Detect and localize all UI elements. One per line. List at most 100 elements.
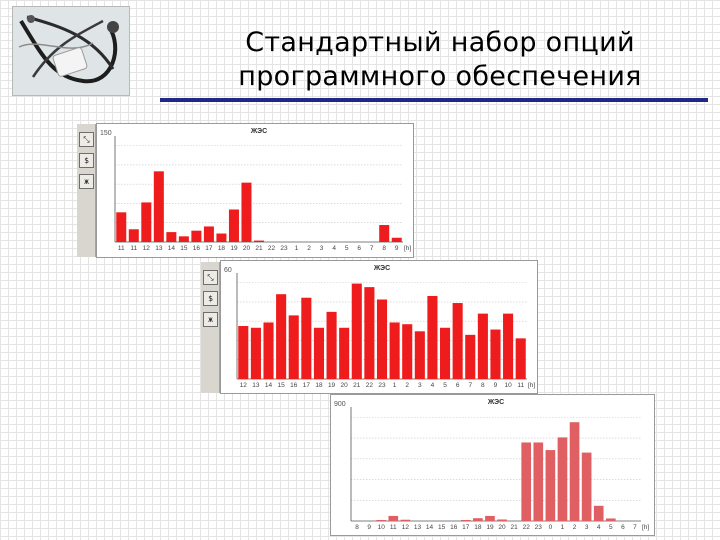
x-tick-label: 7	[468, 382, 472, 389]
chart-1-panel: 150 ЖЭС 11 11 12 13 14 15 16 17 18 19 20 21 22 23 1 2 3 4 5 6…	[96, 123, 414, 258]
x-tick-label: 16	[193, 245, 201, 252]
x-tick-label: 13	[252, 382, 260, 389]
bar	[166, 232, 177, 242]
bar	[515, 338, 526, 379]
sigma-icon[interactable]: $	[203, 291, 218, 306]
bar	[490, 329, 501, 379]
bar	[477, 313, 488, 379]
x-tick-label: 15	[180, 245, 188, 252]
x-tick-label: 0	[549, 524, 553, 531]
y-max-label: 60	[224, 267, 232, 274]
bar	[533, 442, 544, 521]
x-tick-label: 7	[370, 245, 374, 252]
bar	[376, 519, 387, 521]
bar	[339, 327, 350, 379]
x-tick-label: 10	[504, 382, 512, 389]
bar	[191, 230, 202, 242]
x-tick-label: 3	[585, 524, 589, 531]
bar	[593, 505, 604, 521]
x-tick-label: 11	[130, 245, 137, 252]
bar	[391, 237, 402, 242]
bar	[313, 327, 324, 379]
bar	[557, 437, 568, 521]
bar	[128, 229, 139, 242]
x-tick-label: 21	[511, 524, 519, 531]
x-tick-label: 6	[621, 524, 625, 531]
bar	[288, 315, 299, 379]
x-unit-label: [h]	[528, 382, 535, 389]
bar	[263, 322, 274, 379]
bar	[351, 283, 362, 379]
bar	[389, 322, 400, 379]
bar	[440, 327, 451, 379]
x-tick-label: 17	[303, 382, 311, 389]
bar	[253, 240, 265, 242]
bar	[521, 442, 532, 521]
x-tick-label: 16	[290, 382, 298, 389]
x-unit-label: [h]	[404, 245, 411, 252]
bar	[402, 324, 413, 379]
x-tick-label: 9	[367, 524, 371, 531]
bar	[203, 226, 214, 242]
bar	[485, 515, 495, 521]
y-max-label: 150	[100, 130, 112, 137]
bar	[460, 519, 471, 521]
bar	[326, 311, 337, 379]
slide-title-line-1: Стандартный набор опций	[245, 27, 635, 58]
x-tick-label: 11	[390, 524, 397, 531]
x-tick-label: 1	[561, 524, 565, 531]
x-tick-label: 7	[633, 524, 637, 531]
x-tick-label: 12	[240, 382, 248, 389]
x-tick-label: 8	[382, 245, 386, 252]
bar	[427, 295, 438, 379]
x-tick-label: 1	[393, 382, 397, 389]
x-tick-label: 12	[143, 245, 151, 252]
scale-fit-icon[interactable]: ⤡	[79, 132, 94, 147]
chart-2-panel: 60 ЖЭС 12 13 14 15 16 17 18 19 20 21 22 23 1 2 3 4 5 6 7 8 9 10…	[220, 260, 538, 394]
x-tick-label: 14	[426, 524, 434, 531]
table-icon[interactable]: ж	[79, 174, 94, 189]
x-tick-label: 13	[414, 524, 422, 531]
x-tick-label: 14	[265, 382, 273, 389]
chart-2-toolbar: ⤡ $ ж	[201, 262, 220, 393]
x-tick-label: 3	[418, 382, 422, 389]
x-tick-label: 8	[355, 524, 359, 531]
bar	[116, 212, 127, 242]
bar	[497, 519, 507, 521]
x-tick-label: 22	[366, 382, 374, 389]
bar	[153, 171, 164, 242]
x-tick-label: 17	[205, 245, 213, 252]
chart-title: ЖЭС	[487, 399, 504, 406]
x-tick-label: 22	[268, 245, 276, 252]
x-tick-label: 5	[609, 524, 613, 531]
bar	[364, 287, 375, 379]
x-tick-label: 20	[341, 382, 349, 389]
x-tick-label: 3	[320, 245, 324, 252]
x-tick-label: 18	[474, 524, 482, 531]
bar	[581, 452, 592, 521]
bar	[238, 326, 249, 379]
x-tick-label: 11	[118, 245, 125, 252]
sigma-icon[interactable]: $	[79, 153, 94, 168]
x-tick-label: 1	[295, 245, 299, 252]
bar	[178, 236, 189, 242]
x-tick-label: 11	[517, 382, 524, 389]
x-tick-label: 18	[315, 382, 323, 389]
x-tick-label: 19	[486, 524, 494, 531]
chart-1-toolbar: ⤡ $ ж	[77, 124, 96, 257]
table-icon[interactable]: ж	[203, 312, 218, 327]
x-tick-label: 12	[402, 524, 410, 531]
chart-title: ЖЭС	[250, 128, 267, 135]
scale-fit-icon[interactable]: ⤡	[203, 270, 218, 285]
bar	[388, 515, 399, 521]
bar	[503, 313, 514, 379]
x-tick-label: 8	[481, 382, 485, 389]
x-tick-label: 15	[438, 524, 446, 531]
x-tick-label: 14	[168, 245, 176, 252]
x-tick-label: 4	[431, 382, 435, 389]
x-tick-label: 4	[597, 524, 601, 531]
bar	[216, 233, 227, 242]
